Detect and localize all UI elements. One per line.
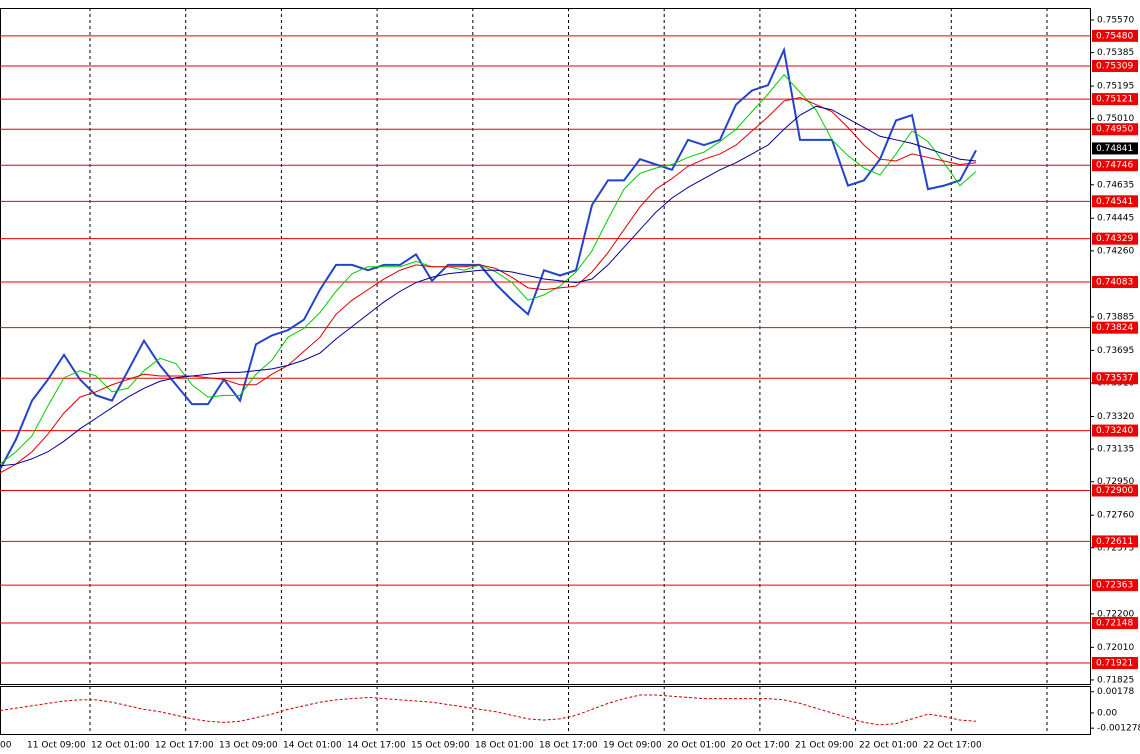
y-tick-label: 0.72950 — [1097, 477, 1134, 487]
x-tick-label: 18 Oct 01:00 — [475, 741, 534, 751]
level-label: 0.73240 — [1096, 426, 1133, 436]
x-tick-label: 12 Oct 17:00 — [155, 741, 214, 751]
x-tick-label: 11 Oct 09:00 — [27, 741, 86, 751]
level-label: 0.72611 — [1096, 537, 1133, 547]
osc-tick-label: 0.00 — [1097, 708, 1117, 718]
level-label: 0.74746 — [1096, 161, 1133, 171]
level-label-bg — [1092, 29, 1138, 42]
level-label: 0.72363 — [1096, 581, 1133, 591]
x-tick-label: 22 Oct 01:00 — [859, 741, 918, 751]
level-label-bg — [1092, 657, 1138, 670]
x-tick-label: 13 Oct 09:00 — [219, 741, 278, 751]
y-tick-label: 0.72760 — [1097, 511, 1134, 521]
moving-average — [0, 73, 977, 465]
y-tick-label: 0.75385 — [1097, 48, 1134, 58]
y-tick-label: 0.72200 — [1097, 609, 1134, 619]
x-tick-label: 12 Oct 01:00 — [91, 741, 150, 751]
y-tick-label: 0.74635 — [1097, 180, 1134, 190]
level-label: 0.74541 — [1096, 197, 1133, 207]
level-label-bg — [1092, 535, 1138, 548]
level-label: 0.72900 — [1096, 486, 1133, 496]
level-label-bg — [1092, 484, 1138, 497]
level-label-bg — [1092, 93, 1138, 106]
x-tick-label: 20 Oct 01:00 — [667, 741, 726, 751]
level-label-bg — [1092, 276, 1138, 289]
x-tick-label: 15 Oct 09:00 — [411, 741, 470, 751]
price-line — [0, 46, 977, 470]
level-label-bg — [1092, 159, 1138, 172]
level-label: 0.73537 — [1096, 374, 1133, 384]
level-label-bg — [1092, 232, 1138, 245]
level-label-bg — [1092, 617, 1138, 630]
level-label-bg — [1092, 59, 1138, 72]
x-tick-label: 21 Oct 09:00 — [795, 741, 854, 751]
level-label: 0.74950 — [1096, 125, 1133, 135]
level-label: 0.75480 — [1096, 31, 1133, 41]
level-label-bg — [1092, 321, 1138, 334]
level-label-bg — [1092, 579, 1138, 592]
y-tick-label: 0.72575 — [1097, 543, 1134, 553]
x-tick-label: 00 — [0, 741, 12, 751]
x-tick-label: 14 Oct 17:00 — [347, 741, 406, 751]
level-label: 0.75309 — [1096, 61, 1133, 71]
level-label-bg — [1092, 372, 1138, 385]
current-price-label: 0.74841 — [1096, 144, 1133, 154]
x-tick-label: 18 Oct 17:00 — [539, 741, 598, 751]
level-label: 0.72148 — [1096, 619, 1133, 629]
osc-line — [0, 694, 977, 726]
level-label: 0.75121 — [1096, 95, 1133, 105]
y-tick-label: 0.71825 — [1097, 675, 1134, 685]
y-tick-label: 0.74260 — [1097, 246, 1134, 256]
osc-tick-label: 0.00178 — [1097, 687, 1134, 697]
y-tick-label: 0.75570 — [1097, 15, 1134, 25]
level-label-bg — [1092, 424, 1138, 437]
y-tick-label: 0.75010 — [1097, 114, 1134, 124]
y-tick-label: 0.73135 — [1097, 445, 1134, 455]
x-tick-label: 19 Oct 09:00 — [603, 741, 662, 751]
level-label: 0.74329 — [1096, 234, 1133, 244]
x-tick-label: 20 Oct 17:00 — [731, 741, 790, 751]
moving-average — [0, 96, 977, 474]
y-tick-label: 0.73695 — [1097, 346, 1134, 356]
level-label: 0.71921 — [1096, 659, 1133, 669]
y-tick-label: 0.73885 — [1097, 312, 1134, 322]
y-tick-label: 0.75195 — [1097, 82, 1134, 92]
y-tick-label: 0.72010 — [1097, 643, 1134, 653]
level-label: 0.74083 — [1096, 278, 1133, 288]
x-tick-label: 22 Oct 17:00 — [923, 741, 982, 751]
plot-frame — [0, 8, 1091, 685]
y-tick-label: 0.73320 — [1097, 412, 1134, 422]
level-label-bg — [1092, 123, 1138, 136]
y-tick-label: 0.74445 — [1097, 214, 1134, 224]
current-price-bg — [1092, 142, 1138, 155]
x-tick-label: 14 Oct 01:00 — [283, 741, 342, 751]
moving-average — [0, 105, 977, 467]
level-label: 0.73824 — [1096, 323, 1133, 333]
level-label-bg — [1092, 195, 1138, 208]
osc-tick-label: -0.001278 — [1097, 724, 1140, 734]
